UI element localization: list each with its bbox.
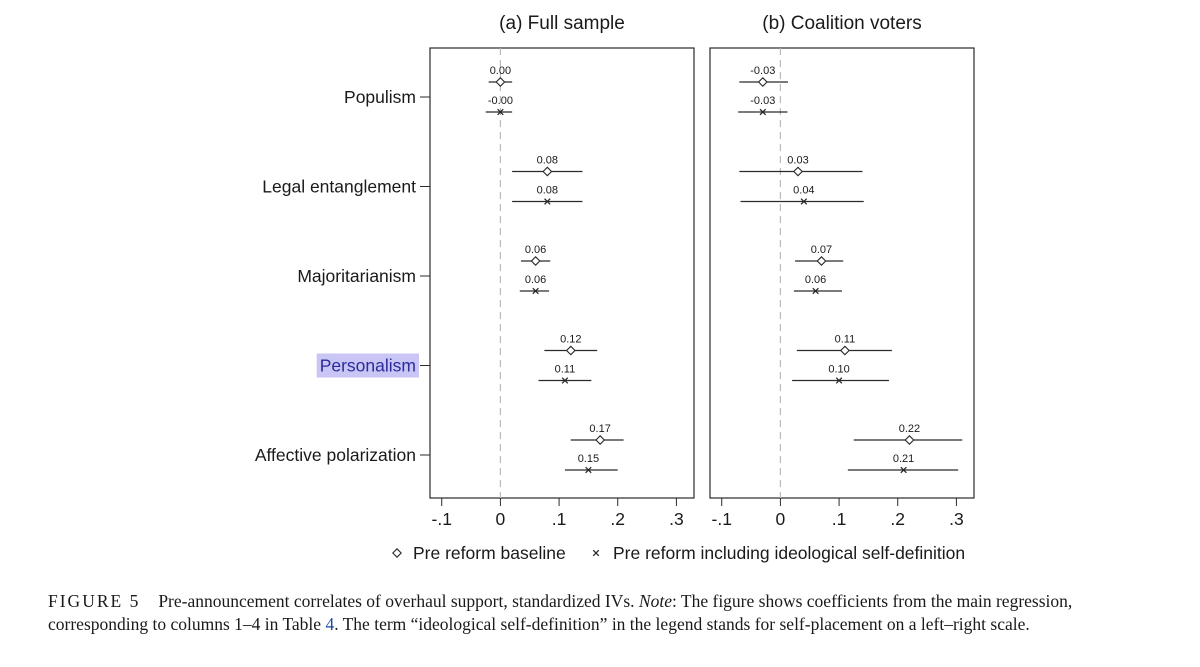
baseline-point [904,435,915,445]
row-label: Populism [344,87,416,107]
legend-x-icon [592,549,600,557]
ideological-point [585,466,592,474]
ideological-point [544,198,551,205]
baseline-point [816,256,827,266]
legend-label: Pre reform including ideological self-de… [613,543,965,563]
data-label: -0.00 [488,95,513,107]
figure-label: FIGURE 5 [48,591,141,611]
baseline-point [757,77,768,87]
ideological-point [759,108,767,116]
row-label: Majoritarianism [297,266,416,286]
x-tick-label: 0 [496,509,506,529]
data-label: 0.06 [525,274,546,286]
ideological-point [561,377,569,384]
data-label: 0.03 [787,155,808,167]
caption-text-1: Pre-announcement correlates of overhaul … [158,591,639,611]
panel-title: (b) Coalition voters [762,13,921,34]
x-tick-label: 0 [776,509,786,529]
panel-frame [709,47,975,499]
panel-title: (a) Full sample [499,13,625,34]
data-label: 0.15 [578,453,599,465]
x-tick-label: .1 [832,509,847,529]
ideological-point [497,108,504,116]
coefficient-plot: Populism Legal entanglement Majoritarianis… [255,13,975,563]
x-tick-label: .3 [669,509,684,529]
row-label-highlight [316,353,419,378]
baseline-point [495,77,506,87]
data-label: -0.03 [750,95,775,107]
data-label: 0.07 [811,244,832,256]
row-label: Legal entanglement [262,177,416,197]
data-label: 0.10 [828,364,849,376]
legend-diamond-icon [392,548,402,558]
x-tick-label: .1 [552,509,567,529]
panel-frame [429,47,695,499]
caption-text-2: : The figure shows coefficients from the… [48,591,1073,634]
data-label: 0.08 [537,185,558,197]
data-label: 0.08 [537,155,558,167]
data-label: 0.11 [835,334,856,346]
baseline-point [530,256,541,266]
caption-text-3: . The term “ideological self-definition”… [334,614,1030,634]
baseline-point [793,166,803,177]
ideological-point [800,198,808,205]
legend-label: Pre reform baseline [413,543,566,563]
data-label: 0.12 [560,334,581,346]
data-label: 0.06 [525,244,546,256]
ideological-point [812,287,819,295]
data-label: 0.22 [899,423,920,435]
x-tick-label: -.1 [432,509,452,529]
x-tick-label: -.1 [712,509,732,529]
figure-caption: FIGURE 5 Pre-announcement correlates of o… [48,590,1168,636]
caption-note-label: Note [638,591,672,611]
ideological-point [900,466,907,474]
table-reference-link[interactable]: 4 [325,614,335,634]
data-label: 0.11 [555,364,576,376]
x-tick-label: .3 [949,509,964,529]
x-tick-label: .2 [890,509,905,529]
baseline-point [542,166,553,177]
ideological-point [835,377,843,384]
data-label: 0.06 [805,274,826,286]
x-tick-label: .2 [610,509,625,529]
baseline-point [565,345,576,356]
row-label: Affective polarization [255,445,416,465]
baseline-point [839,345,850,356]
data-label: -0.03 [750,65,775,77]
ideological-point [532,287,539,295]
row-label: Personalism [320,356,416,376]
data-label: 0.04 [793,185,814,197]
baseline-point [595,435,606,445]
data-label: 0.00 [490,65,511,77]
data-label: 0.21 [893,453,914,465]
data-label: 0.17 [589,423,610,435]
